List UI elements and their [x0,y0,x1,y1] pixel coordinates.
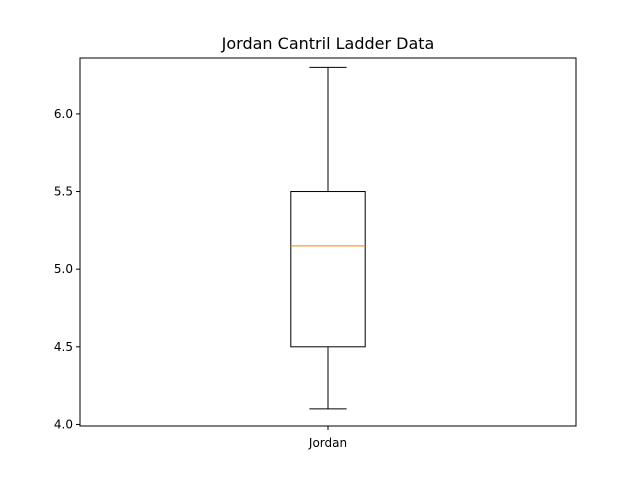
box-series [290,66,366,410]
y-tick-label: 5.5 [54,185,73,199]
x-tick-label: Jordan [308,436,347,450]
box-iqr [290,191,366,348]
y-axis: 4.0 4.5 5.0 5.5 6.0 [54,107,80,431]
chart-title: Jordan Cantril Ladder Data [221,34,435,53]
y-tick-label: 4.0 [54,417,73,431]
y-tick-label: 6.0 [54,107,73,121]
x-axis: Jordan [308,426,347,450]
y-tick-label: 4.5 [54,340,73,354]
y-tick-label: 5.0 [54,262,73,276]
